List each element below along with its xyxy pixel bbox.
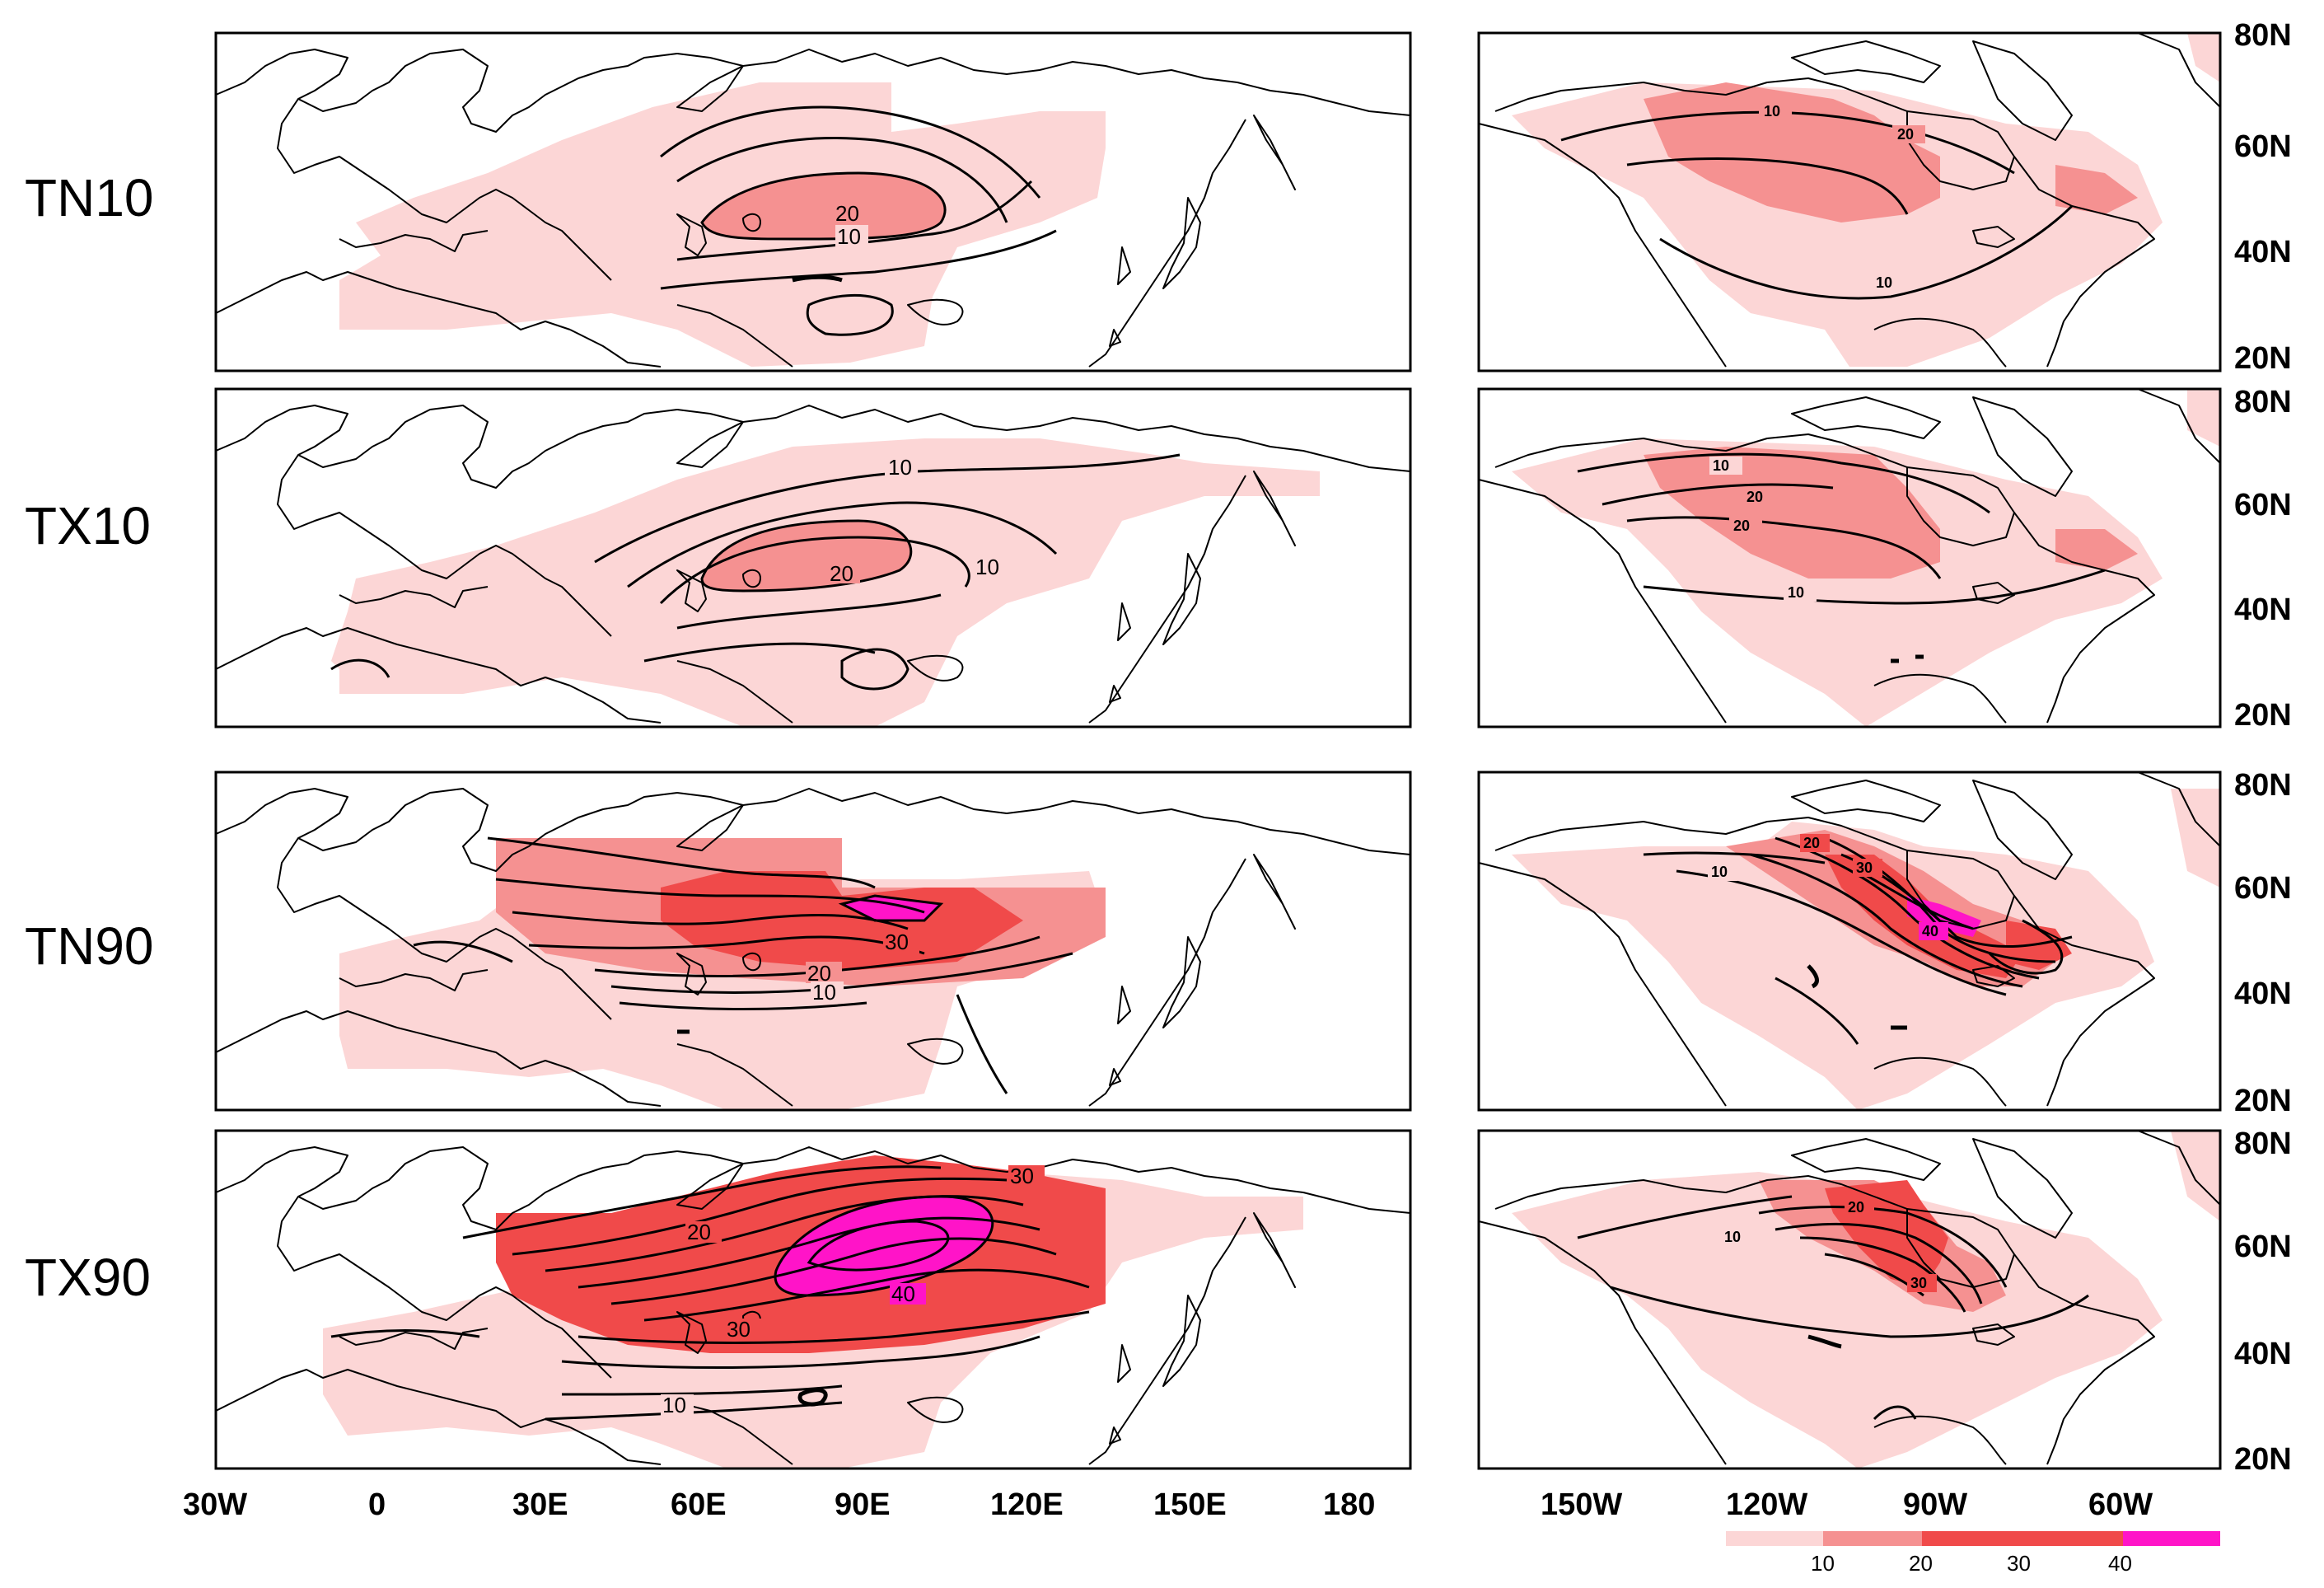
legend-swatch-20 <box>1823 1531 1922 1546</box>
lat-tick: 20N <box>2234 698 2292 733</box>
lat-tick: 20N <box>2234 1084 2292 1118</box>
contour-label: 10 <box>888 455 912 480</box>
lat-tick: 40N <box>2234 1337 2292 1371</box>
contour-label: 20 <box>835 201 859 226</box>
lat-tick: 60N <box>2234 129 2292 164</box>
contour-label: 10 <box>1764 103 1780 119</box>
row-label-tn90: TN90 <box>25 916 154 976</box>
legend-label: 20 <box>1909 1551 1933 1576</box>
row-label-tx90: TX90 <box>25 1248 151 1307</box>
lat-tick: 40N <box>2234 977 2292 1011</box>
panel-tx10-namerica: 10 20 20 10 <box>1477 387 2222 728</box>
lon-tick: 120W <box>1726 1487 1807 1522</box>
panel-tn90-namerica: 20 30 10 40 <box>1477 771 2222 1112</box>
lon-tick: 90W <box>1903 1487 1967 1522</box>
contour-label: 30 <box>1010 1164 1034 1188</box>
lat-tick: 40N <box>2234 235 2292 269</box>
contour-label: 20 <box>1733 518 1750 534</box>
contour-label: 10 <box>1711 864 1728 880</box>
contour-label: 30 <box>1910 1275 1927 1291</box>
contour-label: 10 <box>1713 457 1729 474</box>
lon-tick: 180 <box>1323 1487 1375 1522</box>
lat-tick: 60N <box>2234 871 2292 906</box>
lon-tick: 60E <box>671 1487 727 1522</box>
contour-label: 10 <box>812 980 836 1005</box>
legend-swatch-30 <box>1922 1531 2021 1546</box>
contour-label: 40 <box>891 1281 915 1306</box>
lon-tick: 150W <box>1541 1487 1622 1522</box>
legend-swatch-over <box>2123 1531 2220 1546</box>
row-label-tn10: TN10 <box>25 168 154 227</box>
contour-label: 30 <box>727 1317 751 1342</box>
panel-tn10-eurasia: 20 10 <box>214 31 1412 372</box>
contour-label: 40 <box>1922 923 1938 939</box>
row-label-tx10: TX10 <box>25 496 151 555</box>
lon-tick: 60W <box>2088 1487 2153 1522</box>
contour-label: 20 <box>1897 126 1914 143</box>
panel-frame <box>214 1129 1412 1470</box>
shading-20-30 <box>702 173 946 239</box>
lat-tick: 80N <box>2234 1127 2292 1161</box>
lon-tick: 120E <box>990 1487 1064 1522</box>
legend-label: 30 <box>2007 1551 2031 1576</box>
lon-tick: 150E <box>1153 1487 1227 1522</box>
panel-frame <box>1477 1129 2222 1470</box>
lon-tick: 0 <box>368 1487 386 1522</box>
panel-frame <box>1477 31 2222 372</box>
contour-label: 20 <box>687 1220 711 1244</box>
lat-axis-row2: 80N 60N 40N 20N <box>2234 385 2292 733</box>
panel-tn90-eurasia: 30 20 10 <box>214 771 1412 1112</box>
lat-axis-row1: 80N 60N 40N 20N <box>2234 18 2292 376</box>
lat-tick: 20N <box>2234 341 2292 376</box>
contour-label: 10 <box>1876 274 1892 291</box>
lon-tick: 90E <box>835 1487 891 1522</box>
lat-axis-row4: 80N 60N 40N 20N <box>2234 1127 2292 1477</box>
lon-axis-eurasia: 30W 0 30E 60E 90E 120E 150E 180 <box>183 1487 1375 1522</box>
contour-label: 10 <box>975 555 999 579</box>
contour-label: 10 <box>662 1393 686 1417</box>
panel-frame <box>214 387 1412 728</box>
legend-label: 10 <box>1811 1551 1835 1576</box>
contour-label: 10 <box>1724 1229 1741 1245</box>
panel-frame <box>214 31 1412 372</box>
contour-label: 30 <box>885 930 909 954</box>
lat-tick: 40N <box>2234 593 2292 627</box>
lon-tick: 30W <box>183 1487 247 1522</box>
panel-tx90-eurasia: 30 20 40 30 10 <box>214 1129 1412 1470</box>
lon-tick: 30E <box>512 1487 568 1522</box>
contours-tn10-eurasia <box>660 105 1057 336</box>
panel-frame <box>1477 387 2222 728</box>
contour-label: 20 <box>1803 835 1820 851</box>
lat-tick: 20N <box>2234 1442 2292 1477</box>
lat-tick: 60N <box>2234 1230 2292 1264</box>
panel-tx10-eurasia: 10 20 10 <box>214 387 1412 728</box>
lat-tick: 80N <box>2234 18 2292 53</box>
contour-label: 10 <box>837 224 861 249</box>
panel-tx90-namerica: 20 10 30 <box>1477 1129 2222 1470</box>
contour-label: 20 <box>830 561 853 586</box>
panel-frame <box>214 771 1412 1112</box>
contour-label: 20 <box>1848 1199 1864 1216</box>
contour-label: 10 <box>1788 584 1804 601</box>
lat-axis-row3: 80N 60N 40N 20N <box>2234 768 2292 1118</box>
lon-axis-namerica: 150W 120W 90W 60W <box>1541 1487 2153 1522</box>
panel-frame <box>1477 771 2222 1112</box>
lat-tick: 80N <box>2234 768 2292 803</box>
legend-swatch-40 <box>2021 1531 2123 1546</box>
lat-tick: 60N <box>2234 488 2292 522</box>
legend-label: 40 <box>2108 1551 2132 1576</box>
lat-tick: 80N <box>2234 385 2292 419</box>
legend-colorbar: 10 20 30 40 <box>1726 1531 2220 1576</box>
legend-swatch-10 <box>1726 1531 1823 1546</box>
contour-label: 30 <box>1856 860 1873 876</box>
panel-tn10-namerica: 10 20 10 <box>1477 31 2222 372</box>
contour-label: 20 <box>1747 489 1763 505</box>
